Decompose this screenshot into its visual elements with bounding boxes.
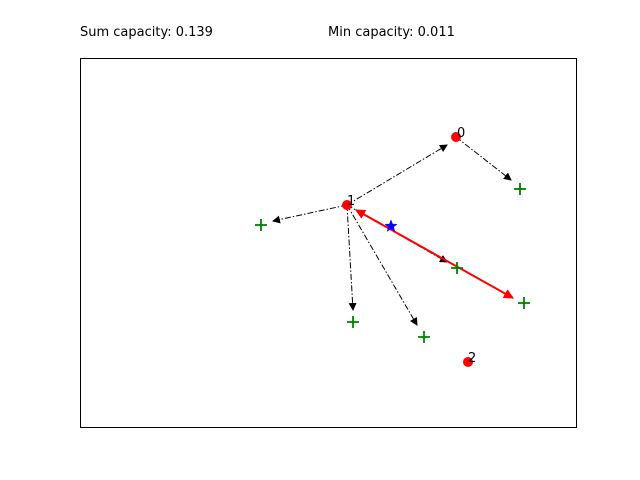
star-icon: [384, 219, 398, 232]
user-plus-icon: [255, 219, 267, 231]
min-capacity-text: Min capacity: 0.011: [328, 25, 455, 40]
link-0-to-user: [455, 136, 512, 181]
user-plus-icon: [451, 262, 463, 274]
link-1-to-user-bottom: [346, 204, 357, 311]
user-plus-icon: [518, 297, 530, 309]
link-1-to-user-left: [272, 204, 348, 224]
sum-capacity-text: Sum capacity: 0.139: [80, 25, 213, 40]
link-1-to-user-bottom-right: [346, 204, 418, 326]
node-0-label: 0: [457, 126, 465, 141]
link-1-to-0: [346, 144, 448, 206]
node-1-marker: [342, 200, 352, 210]
node-0-marker: [451, 132, 461, 142]
node-1-label: 1: [347, 194, 355, 209]
active-link: [355, 209, 514, 299]
user-plus-icon: [514, 183, 526, 195]
plot-frame: [80, 58, 577, 428]
node-2-marker: [463, 357, 473, 367]
node-2-label: 2: [468, 351, 476, 366]
user-plus-icon: [347, 316, 359, 328]
user-plus-icon: [418, 331, 430, 343]
